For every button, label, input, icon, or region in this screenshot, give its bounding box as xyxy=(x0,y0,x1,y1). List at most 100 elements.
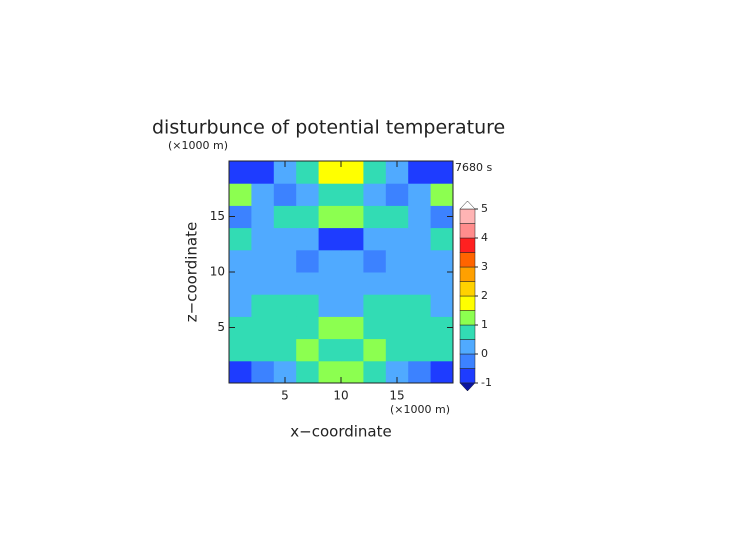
cell xyxy=(430,294,454,317)
colorbar-segment xyxy=(459,339,476,355)
cell xyxy=(363,161,387,184)
cell xyxy=(385,338,409,362)
cell xyxy=(363,249,387,273)
cell xyxy=(341,227,364,251)
cell xyxy=(430,272,454,295)
cell xyxy=(318,161,342,184)
x-tick-label: 5 xyxy=(281,389,289,403)
cell xyxy=(273,360,297,384)
cell xyxy=(318,294,342,317)
cell xyxy=(318,272,342,295)
colorbar-segment xyxy=(459,368,476,384)
cell xyxy=(385,360,409,384)
x-tick-label: 10 xyxy=(333,389,348,403)
cell xyxy=(229,360,252,384)
cell xyxy=(273,227,297,251)
y-axis-label: z−coordinate xyxy=(183,222,201,322)
cell xyxy=(273,272,297,295)
cell xyxy=(408,161,432,184)
cell xyxy=(229,161,252,184)
cell xyxy=(341,249,364,273)
cell xyxy=(430,227,454,251)
colorbar-segment xyxy=(459,324,476,340)
colorbar-segment xyxy=(459,266,476,282)
cell xyxy=(430,360,454,384)
cell xyxy=(229,249,252,273)
cell xyxy=(296,227,320,251)
cell xyxy=(341,272,364,295)
cell xyxy=(318,249,342,273)
cell xyxy=(430,316,454,340)
y-tick-label: 15 xyxy=(210,209,225,223)
cell xyxy=(363,360,387,384)
colorbar-tick-label: 5 xyxy=(481,202,488,215)
cell xyxy=(408,249,432,273)
colorbar-over xyxy=(459,200,476,210)
cell xyxy=(363,338,387,362)
cell xyxy=(296,272,320,295)
colorbar-tick-label: 3 xyxy=(481,260,488,273)
cell xyxy=(229,338,252,362)
y-unit: (×1000 m) xyxy=(168,139,228,152)
colorbar-segment xyxy=(459,223,476,239)
cell xyxy=(229,205,252,229)
cell xyxy=(363,316,387,340)
cell xyxy=(229,183,252,206)
cell xyxy=(385,249,409,273)
cell xyxy=(251,316,275,340)
cell xyxy=(273,183,297,206)
cell xyxy=(273,249,297,273)
cell xyxy=(341,205,364,229)
cell xyxy=(251,161,275,184)
x-axis-label: x−coordinate xyxy=(290,423,391,441)
cell xyxy=(408,360,432,384)
cell xyxy=(296,249,320,273)
colorbar-tick-label: 4 xyxy=(481,231,488,244)
chart-title: disturbunce of potential temperature xyxy=(152,117,505,139)
colorbar-segment xyxy=(459,237,476,253)
cell xyxy=(296,316,320,340)
cell xyxy=(229,294,252,317)
cell xyxy=(408,227,432,251)
cell xyxy=(296,183,320,206)
cell xyxy=(251,272,275,295)
cell xyxy=(251,249,275,273)
cell xyxy=(430,249,454,273)
colorbar-segment xyxy=(459,208,476,224)
colorbar-tick-label: 0 xyxy=(481,347,488,360)
cell xyxy=(363,227,387,251)
cell xyxy=(408,272,432,295)
cell xyxy=(430,205,454,229)
colorbar-segment xyxy=(459,281,476,297)
cell xyxy=(363,205,387,229)
cell xyxy=(273,205,297,229)
cell xyxy=(363,294,387,317)
cell xyxy=(385,161,409,184)
cell xyxy=(408,294,432,317)
x-unit: (×1000 m) xyxy=(390,403,450,416)
cell xyxy=(385,272,409,295)
cell xyxy=(430,183,454,206)
cell xyxy=(341,316,364,340)
cell xyxy=(273,338,297,362)
cell xyxy=(229,272,252,295)
cell xyxy=(385,316,409,340)
cell xyxy=(229,316,252,340)
cell xyxy=(408,205,432,229)
colorbar-segment xyxy=(459,310,476,326)
y-tick-label: 10 xyxy=(210,265,225,279)
cell xyxy=(296,360,320,384)
cell xyxy=(318,205,342,229)
cell xyxy=(273,161,297,184)
cell xyxy=(296,161,320,184)
y-tick-label: 5 xyxy=(217,320,225,334)
cell xyxy=(363,272,387,295)
colorbar-under xyxy=(459,382,476,392)
time-label: 7680 s xyxy=(455,161,492,174)
cell xyxy=(430,161,454,184)
cell xyxy=(251,338,275,362)
cell xyxy=(385,294,409,317)
x-tick-label: 15 xyxy=(389,389,404,403)
colorbar-tick-label: 2 xyxy=(481,289,488,302)
